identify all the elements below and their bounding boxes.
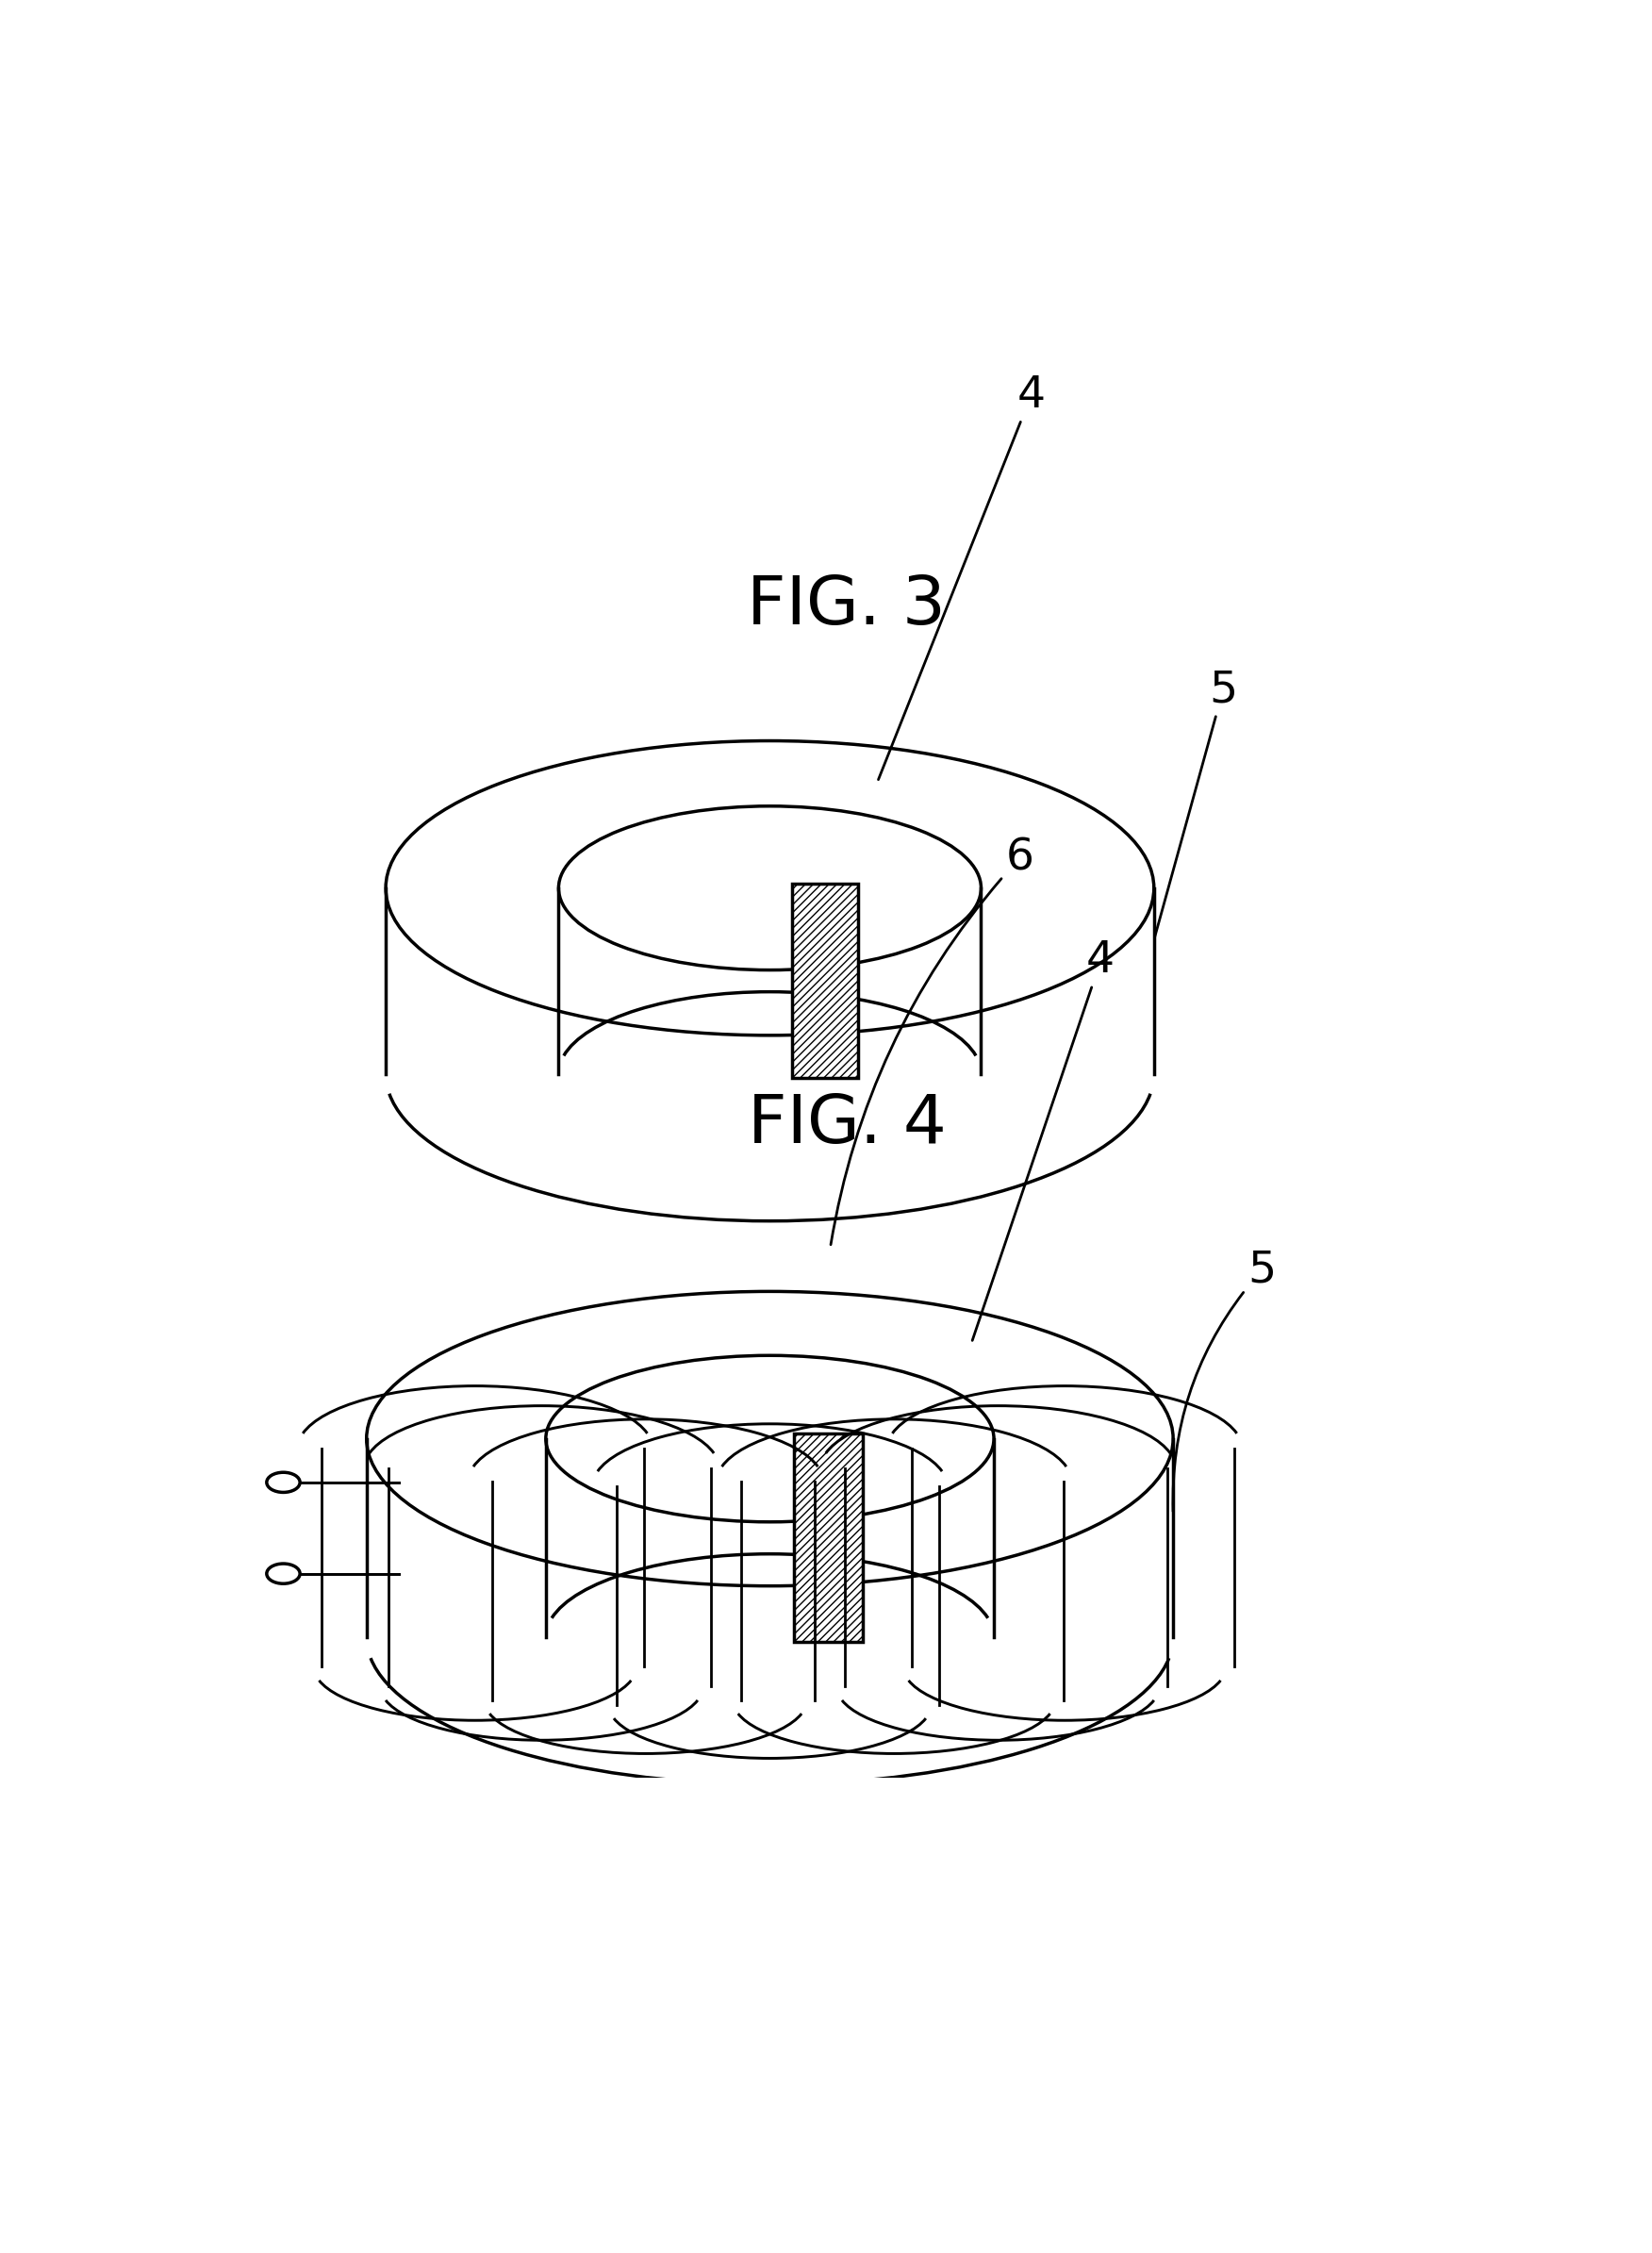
Text: FIG. 4: FIG. 4 [747,1093,947,1158]
Ellipse shape [266,1564,301,1584]
Bar [795,1433,862,1642]
Text: FIG. 3: FIG. 3 [747,575,947,640]
Text: 4: 4 [973,940,1115,1341]
Bar [793,883,857,1079]
Text: 5: 5 [1173,1248,1275,1512]
Text: 6: 6 [831,836,1034,1244]
Text: 5: 5 [1155,669,1237,937]
Text: 4: 4 [879,374,1046,780]
Ellipse shape [266,1473,301,1491]
